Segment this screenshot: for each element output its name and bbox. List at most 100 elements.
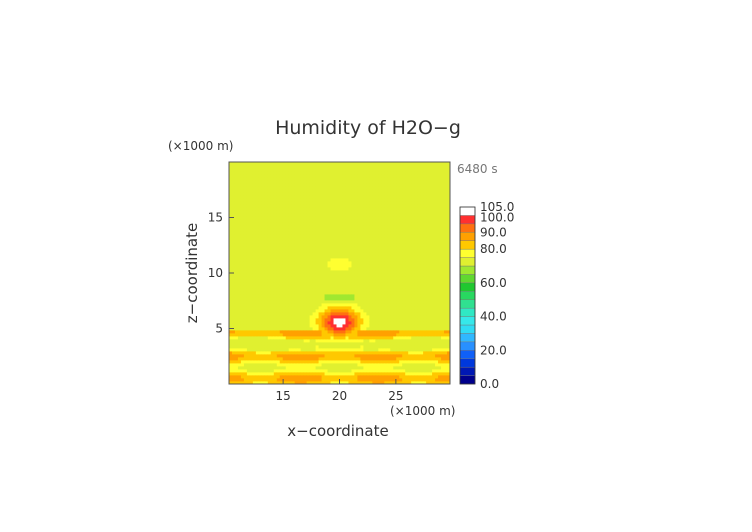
heatmap-cell: [363, 315, 367, 319]
heatmap-cell: [243, 279, 248, 283]
heatmap-cell: [375, 177, 379, 181]
heatmap-cell: [306, 213, 311, 217]
heatmap-cell: [378, 318, 382, 322]
heatmap-cell: [426, 207, 430, 211]
heatmap-cell: [229, 252, 233, 256]
heatmap-cell: [342, 174, 346, 178]
heatmap-cell: [396, 330, 400, 334]
heatmap-cell: [369, 318, 373, 322]
heatmap-cell: [297, 246, 302, 250]
heatmap-cell: [234, 273, 239, 277]
heatmap-cell: [294, 171, 299, 175]
heatmap-cell: [402, 324, 406, 328]
heatmap-cell: [294, 360, 299, 364]
heatmap-cell: [330, 165, 334, 169]
heatmap-cell: [420, 306, 424, 310]
heatmap-cell: [249, 210, 254, 214]
heatmap-cell: [426, 255, 430, 259]
heatmap-cell: [273, 246, 278, 250]
heatmap-cell: [396, 249, 400, 253]
heatmap-cell: [240, 345, 245, 349]
heatmap-cell: [231, 204, 236, 208]
heatmap-cell: [249, 189, 254, 193]
heatmap-cell: [315, 339, 319, 343]
heatmap-cell: [393, 345, 397, 349]
heatmap-cell: [390, 273, 394, 277]
heatmap-cell: [315, 276, 319, 280]
heatmap-cell: [261, 210, 266, 214]
heatmap-cell: [423, 237, 427, 241]
heatmap-cell: [285, 231, 290, 235]
heatmap-cell: [318, 381, 322, 384]
heatmap-cell: [264, 213, 269, 217]
heatmap-cell: [237, 333, 242, 337]
heatmap-cell: [396, 201, 400, 205]
heatmap-cell: [273, 357, 278, 361]
heatmap-cell: [229, 234, 233, 238]
heatmap-cell: [324, 282, 328, 286]
heatmap-cell: [348, 360, 352, 364]
heatmap-cell: [267, 309, 272, 313]
heatmap-cell: [258, 243, 263, 247]
heatmap-cell: [327, 183, 331, 187]
heatmap-cell: [291, 315, 296, 319]
heatmap-cell: [229, 213, 233, 217]
heatmap-cell: [348, 180, 352, 184]
heatmap-cell: [255, 375, 260, 379]
heatmap-cell: [411, 174, 415, 178]
heatmap-cell: [354, 375, 358, 379]
heatmap-cell: [336, 369, 340, 373]
heatmap-cell: [312, 357, 317, 361]
heatmap-cell: [282, 333, 287, 337]
heatmap-cell: [249, 324, 254, 328]
heatmap-cell: [381, 315, 385, 319]
heatmap-cell: [405, 216, 409, 220]
heatmap-cell: [309, 342, 314, 346]
heatmap-cell: [357, 363, 361, 367]
heatmap-cell: [264, 171, 269, 175]
heatmap-cell: [330, 309, 334, 313]
heatmap-cell: [240, 312, 245, 316]
heatmap-cell: [414, 177, 418, 181]
heatmap-cell: [345, 273, 349, 277]
heatmap-cell: [267, 165, 272, 169]
heatmap-cell: [255, 222, 260, 226]
heatmap-cell: [333, 324, 337, 328]
heatmap-cell: [336, 219, 340, 223]
heatmap-cell: [303, 381, 308, 384]
heatmap-cell: [405, 180, 409, 184]
heatmap-cell: [372, 309, 376, 313]
heatmap-cell: [261, 198, 266, 202]
heatmap-cell: [426, 330, 430, 334]
heatmap-cell: [291, 369, 296, 373]
heatmap-cell: [312, 264, 317, 268]
heatmap-cell: [282, 288, 287, 292]
heatmap-cell: [336, 222, 340, 226]
heatmap-cell: [375, 363, 379, 367]
heatmap-cell: [384, 258, 388, 262]
heatmap-cell: [324, 189, 328, 193]
heatmap-cell: [372, 186, 376, 190]
heatmap-cell: [381, 336, 385, 340]
heatmap-cell: [402, 270, 406, 274]
heatmap-cell: [321, 204, 325, 208]
heatmap-cell: [429, 321, 433, 325]
heatmap-cell: [270, 366, 275, 370]
heatmap-cell: [363, 351, 367, 355]
heatmap-cell: [426, 378, 430, 382]
heatmap-cell: [306, 219, 311, 223]
heatmap-cell: [300, 207, 305, 211]
heatmap-cell: [318, 333, 322, 337]
heatmap-cell: [420, 285, 424, 289]
heatmap-cell: [252, 258, 257, 262]
heatmap-cell: [339, 291, 343, 295]
heatmap-cell: [240, 192, 245, 196]
heatmap-cell: [258, 342, 263, 346]
heatmap-cell: [249, 174, 254, 178]
heatmap-cell: [330, 297, 334, 301]
heatmap-cell: [249, 327, 254, 331]
heatmap-cell: [426, 297, 430, 301]
heatmap-cell: [426, 381, 430, 384]
heatmap-cell: [264, 381, 269, 384]
heatmap-cell: [369, 345, 373, 349]
